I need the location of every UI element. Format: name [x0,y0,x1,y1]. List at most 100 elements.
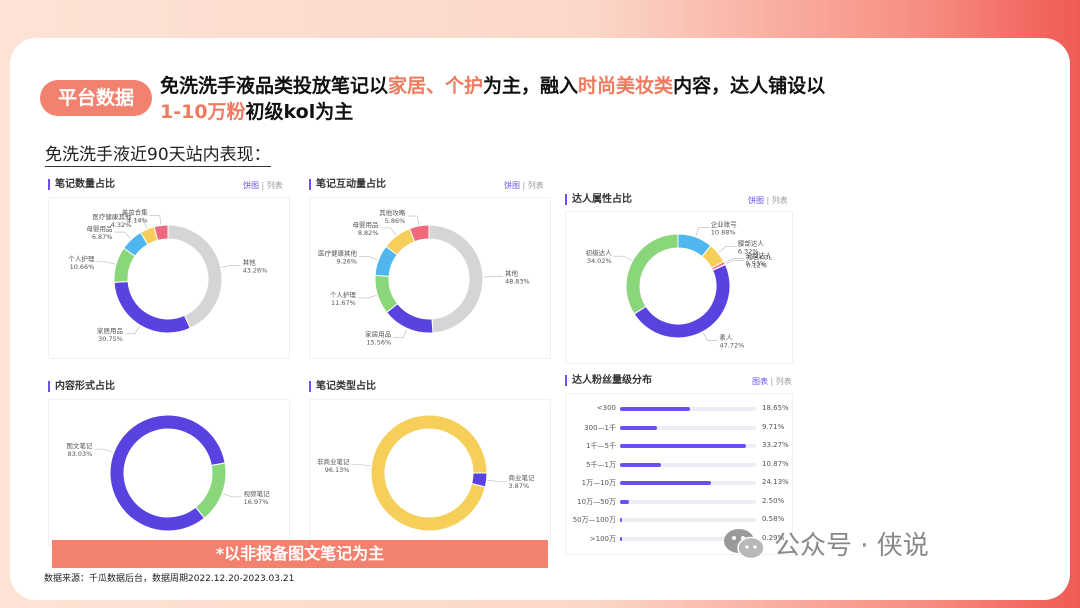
fan-distribution-row: 300—1千 9.71% [566,421,792,435]
note-count-slice-value-5: 4.14% [127,217,148,225]
note-count-slice-label-1: 家居用品 [97,326,123,335]
view-toggle-note-count: 饼图 | 列表 [243,180,283,191]
fan-distribution-value: 18.65% [762,404,789,412]
list-view-link[interactable]: 列表 [527,181,544,190]
note-count-slice-5 [153,224,169,241]
note-type-slice-value-0: 3.87% [508,482,529,490]
section-title-fan-distribution: 达人粉丝量级分布 [565,375,652,386]
headline-text-2: 为主，融入 [483,75,579,97]
content-format-slice-1 [109,414,226,532]
fan-distribution-value: 9.71% [762,422,785,431]
kol-attribute-slice-value-1: 6.32% [738,248,759,256]
view-toggle-fan-distribution: 图表 | 列表 [752,376,792,387]
content-format-slice-value-0: 16.97% [244,498,269,506]
headline-highlight-3: 1-10万粉 [160,101,246,123]
section-title-note-count: 笔记数量占比 [48,179,115,190]
note-interaction-slice-value-2: 11.67% [331,299,356,307]
note-interaction-slice-label-0: 其他 [505,269,519,278]
toggle-separator: | [261,181,265,190]
kol-attribute-slice-label-5: 初级达人 [586,248,613,257]
note-interaction-slice-label-1: 家居用品 [365,330,391,339]
kol-attribute-slice-label-2: 头部达人 [746,250,773,259]
note-type-slice-label-0: 商业笔记 [508,473,535,482]
kol-attribute-leader-line-0 [695,227,709,237]
note-interaction-slice-label-4: 母婴用品 [353,221,379,229]
kol-attribute-slice-label-1: 腰部达人 [738,239,765,248]
section-title-content-format: 内容形式占比 [48,381,115,392]
note-interaction-leader-line-5 [407,215,420,225]
conclusion-banner: *以非报备图文笔记为主 [52,540,548,568]
fan-distribution-category: >100万 [589,534,616,543]
content-format-slice-value-1: 83.03% [68,450,93,458]
watermark: 公众号 · 侠说 [722,525,929,562]
headline-highlight-2: 时尚美妆类 [578,75,674,97]
kol-attribute-slice-5 [625,233,679,315]
section-title-note-type: 笔记类型占比 [309,381,376,392]
kol-attribute-slice-value-3: 0.12% [746,261,767,269]
note-count-slice-label-2: 个人护理 [68,254,95,263]
note-type-slice-label-1: 非商业笔记 [317,457,350,466]
pie-view-link[interactable]: 饼图 [748,196,764,205]
fan-distribution-category: 1万—10万 [581,479,616,487]
kol-attribute-leader-line-5 [613,255,632,261]
note-type-slice-1 [370,414,488,532]
note-interaction-slice-0 [428,224,484,334]
fan-distribution-bar [620,444,746,448]
fan-distribution-bar [620,462,662,467]
note-interaction-slice-value-1: 15.56% [366,339,391,347]
note-count-slice-1 [113,280,191,334]
fan-distribution-category: 5千—1万 [586,460,616,469]
content-format-leader-line-0 [223,493,242,498]
view-toggle-kol-attribute: 饼图 | 列表 [748,195,788,206]
fan-distribution-bar [620,425,657,430]
headline-text-4: 初级kol为主 [245,101,354,123]
note-count-slice-value-2: 10.66% [70,263,95,271]
note-count-leader-line-0 [221,265,241,268]
kol-attribute-slice-value-2: 0.93% [746,259,767,267]
fan-distribution-track [620,499,756,504]
headline-text-1: 免洗洗手液品类投放笔记以 [160,75,389,97]
fan-distribution-category: 50万—100万 [572,516,616,524]
note-interaction-slice-label-3: 医疗健康其他 [318,249,358,258]
fan-distribution-track [620,536,756,541]
fan-distribution-row: 1万—10万 24.13% [566,476,792,490]
toggle-separator: | [522,181,526,190]
kol-attribute-slice-label-4: 素人 [719,333,733,342]
fan-distribution-track [620,444,756,448]
pie-view-link[interactable]: 饼图 [504,181,520,190]
kol-attribute-leader-line-2 [725,258,744,263]
kol-attribute-slice-label-3: 知名KOL [746,252,772,261]
note-interaction-slice-2 [374,274,399,314]
fan-distribution-track [620,481,756,485]
note-count-slice-label-5: 美妆合集 [122,208,149,217]
wechat-icon [722,527,766,561]
panel-fan-distribution: <300 18.65% 300—1千 9.71% 1千—5千 33.27% 5千—1万 10.… [565,393,793,555]
note-interaction-leader-line-2 [357,294,377,299]
section-title-note-interaction: 笔记互动量占比 [309,179,386,190]
fan-distribution-bar [620,499,630,504]
kol-attribute-slice-value-0: 10.88% [711,229,736,237]
list-view-link[interactable]: 列表 [771,196,788,205]
fan-distribution-value: 24.13% [762,478,789,486]
fan-distribution-row: 10万—50万 2.50% [566,495,792,509]
note-type-leader-line-0 [487,479,507,482]
kol-attribute-slice-4 [633,263,731,339]
bar-view-link[interactable]: 图表 [752,377,768,386]
kol-attribute-slice-label-0: 企业账号 [711,220,738,229]
toggle-separator: | [766,196,770,205]
section-title-kol-attribute: 达人属性占比 [565,194,632,205]
fan-distribution-track [620,462,756,467]
platform-data-badge: 平台数据 [40,80,152,116]
fan-distribution-category: <300 [596,404,616,412]
list-view-link[interactable]: 列表 [775,377,792,386]
fan-distribution-row: 1千—5千 33.27% [566,439,792,453]
note-type-slice-value-1: 96.13% [325,466,350,474]
note-count-slice-label-4: 医疗健康其他 [92,212,132,221]
note-count-slice-label-0: 其他 [243,258,257,267]
content-format-slice-0 [194,462,227,519]
pie-view-link[interactable]: 饼图 [243,181,259,190]
list-view-link[interactable]: 列表 [266,181,283,190]
